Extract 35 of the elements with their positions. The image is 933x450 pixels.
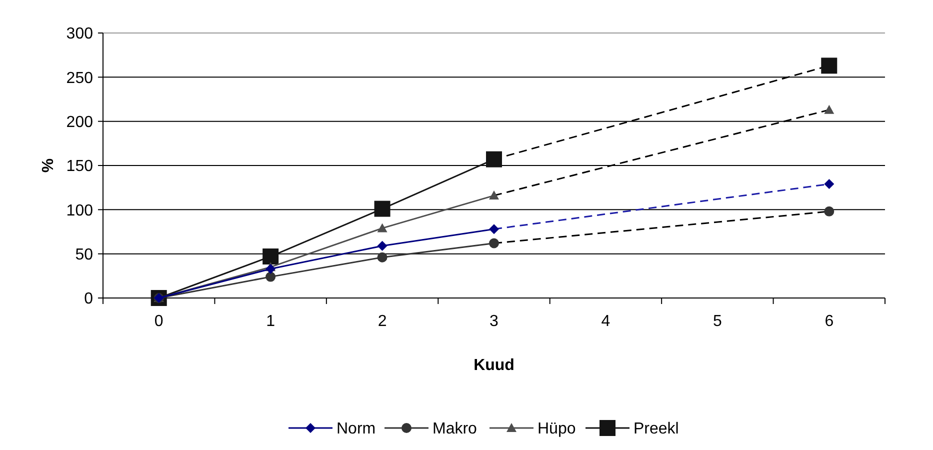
point [824,206,834,216]
y-tick-label: 200 [66,114,94,131]
y-tick-label: 0 [84,290,94,308]
point [821,58,838,74]
x-tick-label: 4 [601,313,610,330]
x-tick-label: 0 [154,313,164,330]
point [377,252,388,262]
y-axis-title: % [40,158,57,173]
point [486,151,502,168]
legend-label: Makro [432,420,478,438]
legend-label: Norm [336,420,376,438]
point [377,223,388,232]
x-tick-label: 1 [266,313,276,330]
x-tick-label: 5 [712,313,722,330]
legend-label: Preekl [634,420,679,438]
y-tick-label: 150 [66,158,94,176]
y-tick-label: 50 [75,246,94,264]
point [489,238,499,248]
point [266,264,276,274]
point [266,272,276,282]
point [377,240,388,251]
legend-label: Hüpo [538,420,576,438]
point [824,179,834,190]
x-axis-title: Kuud [474,357,514,374]
point [262,248,279,264]
y-tick-label: 100 [66,202,94,220]
point [489,190,499,200]
x-tick-label: 2 [378,313,387,330]
point [489,224,499,234]
y-tick-label: 300 [66,26,94,43]
point [374,200,390,217]
y-tick-label: 250 [66,70,94,87]
x-tick-label: 3 [490,313,499,330]
x-tick-label: 6 [824,313,834,330]
point [824,104,834,114]
